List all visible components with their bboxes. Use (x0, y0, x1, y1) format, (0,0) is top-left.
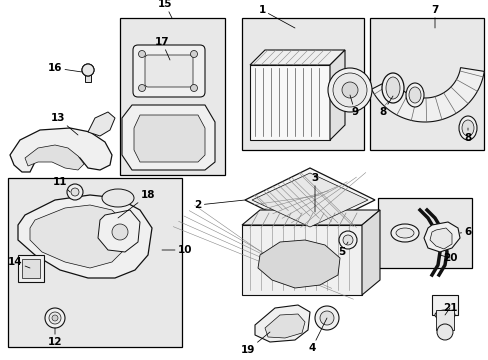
Circle shape (190, 50, 197, 58)
Polygon shape (25, 145, 84, 170)
Text: 16: 16 (48, 63, 82, 73)
Text: 5: 5 (338, 242, 347, 257)
Text: 20: 20 (439, 253, 456, 263)
Text: 6: 6 (459, 227, 470, 237)
Circle shape (190, 85, 197, 91)
Text: 11: 11 (53, 177, 70, 192)
Circle shape (71, 188, 79, 196)
Ellipse shape (390, 224, 418, 242)
Circle shape (338, 231, 356, 249)
Polygon shape (371, 68, 483, 122)
Ellipse shape (458, 116, 476, 140)
Circle shape (436, 324, 452, 340)
Text: 14: 14 (8, 257, 30, 268)
Text: 18: 18 (118, 190, 155, 218)
Polygon shape (18, 195, 152, 278)
Polygon shape (122, 105, 215, 170)
Polygon shape (242, 225, 361, 295)
Text: 1: 1 (258, 5, 294, 28)
Text: 17: 17 (154, 37, 170, 60)
Circle shape (327, 68, 371, 112)
Bar (8, 178, 182, 347)
Text: 13: 13 (51, 113, 78, 135)
Polygon shape (134, 115, 204, 162)
Text: 3: 3 (311, 173, 318, 212)
Circle shape (52, 315, 58, 321)
Bar (435, 310, 453, 330)
Circle shape (45, 308, 65, 328)
Bar (85, 73, 91, 82)
Text: 12: 12 (48, 328, 62, 347)
Circle shape (112, 224, 128, 240)
Circle shape (341, 82, 357, 98)
Polygon shape (88, 112, 115, 136)
Bar (120, 18, 224, 175)
Polygon shape (98, 210, 140, 252)
Text: 7: 7 (430, 5, 438, 28)
Polygon shape (258, 240, 339, 288)
FancyBboxPatch shape (133, 45, 204, 97)
Circle shape (138, 50, 145, 58)
Text: 9: 9 (349, 95, 358, 117)
Polygon shape (244, 168, 374, 232)
Text: 10: 10 (162, 245, 192, 255)
Ellipse shape (102, 189, 134, 207)
Text: 8: 8 (379, 96, 392, 117)
Polygon shape (30, 205, 126, 268)
Circle shape (319, 311, 333, 325)
Ellipse shape (381, 73, 403, 103)
Ellipse shape (405, 83, 423, 107)
Circle shape (49, 312, 61, 324)
Circle shape (67, 184, 83, 200)
Polygon shape (10, 128, 112, 172)
Polygon shape (249, 65, 329, 140)
Ellipse shape (434, 310, 454, 320)
Polygon shape (361, 210, 379, 295)
Polygon shape (264, 314, 305, 338)
Text: 19: 19 (240, 332, 269, 355)
Bar (242, 18, 363, 150)
Text: 21: 21 (442, 303, 456, 315)
Polygon shape (254, 305, 309, 342)
Ellipse shape (408, 87, 420, 103)
Ellipse shape (461, 120, 473, 136)
Bar (369, 18, 483, 150)
Circle shape (82, 64, 94, 76)
Circle shape (332, 73, 366, 107)
Polygon shape (251, 173, 367, 227)
Bar (18, 255, 44, 282)
Polygon shape (329, 50, 345, 140)
Bar (22, 259, 40, 278)
Circle shape (342, 235, 352, 245)
FancyBboxPatch shape (145, 55, 193, 87)
Circle shape (314, 306, 338, 330)
Text: 15: 15 (158, 0, 172, 18)
Circle shape (138, 85, 145, 91)
Polygon shape (249, 50, 345, 65)
Bar (377, 198, 471, 268)
Polygon shape (429, 228, 451, 249)
Ellipse shape (385, 77, 399, 99)
Text: 8: 8 (464, 128, 470, 143)
Bar (431, 295, 457, 315)
Circle shape (82, 64, 94, 76)
Polygon shape (423, 222, 459, 252)
Ellipse shape (395, 228, 413, 238)
Text: 4: 4 (307, 318, 326, 353)
Text: 2: 2 (194, 200, 244, 210)
Polygon shape (242, 210, 379, 225)
